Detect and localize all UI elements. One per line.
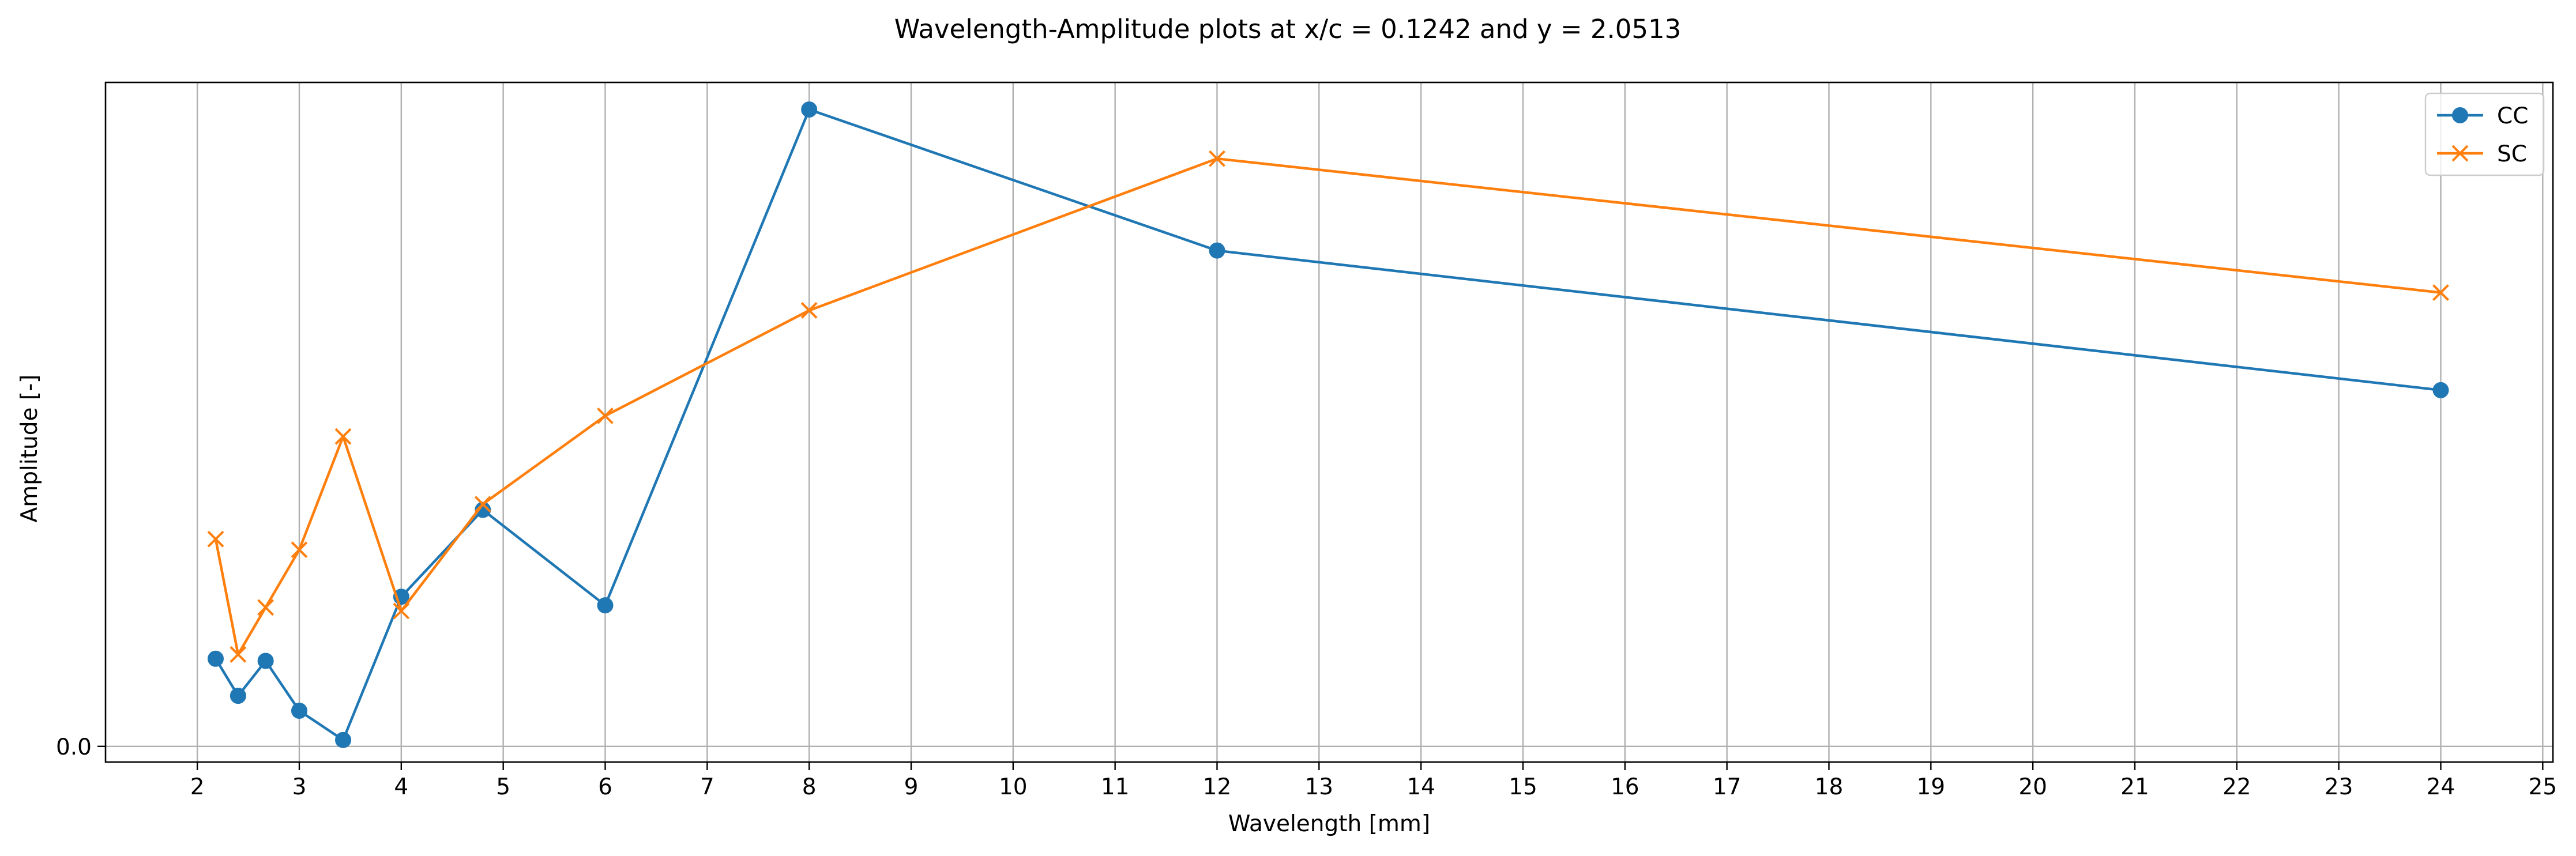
legend: CC SC: [2424, 92, 2545, 176]
chart-title: Wavelength-Amplitude plots at x/c = 0.12…: [894, 14, 1682, 44]
data-point-sc: [230, 646, 247, 663]
x-tick-label: 20: [2018, 774, 2047, 800]
data-point-sc: [474, 496, 491, 513]
x-tick-label: 11: [1101, 774, 1130, 800]
data-point-sc: [393, 602, 410, 620]
legend-marker: [2451, 145, 2469, 162]
x-tick-label: 14: [1407, 774, 1435, 800]
x-tick-label: 2: [190, 774, 205, 800]
x-tick-label: 7: [700, 774, 714, 800]
x-tick-label: 6: [598, 774, 612, 800]
x-tick-label: 17: [1713, 774, 1742, 800]
legend-entry-cc: CC: [2437, 103, 2528, 129]
data-point-sc: [597, 407, 614, 424]
x-tick-label: 5: [496, 774, 510, 800]
data-point-sc: [257, 599, 274, 616]
x-tick-label: 24: [2427, 774, 2455, 800]
series-layer: [207, 101, 2449, 748]
data-point-sc: [334, 428, 352, 445]
data-point-cc: [291, 703, 307, 719]
y-axis-label: Amplitude [-]: [17, 375, 43, 523]
x-axis-label: Wavelength [mm]: [1228, 811, 1430, 837]
x-tick-label: 18: [1815, 774, 1844, 800]
data-point-sc: [2432, 284, 2449, 301]
x-tick-label: 23: [2325, 774, 2353, 800]
grid: [106, 82, 2553, 762]
x-tick-label: 13: [1304, 774, 1333, 800]
data-point-sc: [800, 302, 818, 319]
x-tick-label: 12: [1203, 774, 1232, 800]
data-point-cc: [475, 501, 491, 518]
series-sc: [207, 150, 2449, 663]
x-tick-label: 8: [802, 774, 817, 800]
axes: 2 3 4 5 6 7 8 9 10 11 12 13 14 15 16 17 18 19 20 21 22 23 24 25…: [56, 81, 2557, 800]
data-point-cc: [335, 731, 352, 748]
data-point-cc: [801, 101, 818, 118]
x-tick-label: 19: [1916, 774, 1945, 800]
legend-entry-sc: SC: [2437, 141, 2527, 167]
data-point-cc: [1209, 242, 1225, 259]
data-point-sc: [207, 530, 224, 548]
x-tick-label: 3: [292, 774, 307, 800]
y-tick-label: 0.0: [56, 734, 92, 760]
legend-label: SC: [2497, 141, 2527, 167]
data-point-cc: [207, 650, 224, 667]
x-tick-label: 22: [2222, 774, 2251, 800]
data-point-sc: [1209, 150, 1225, 167]
data-point-sc: [291, 541, 308, 559]
x-tick-label: 15: [1509, 774, 1537, 800]
x-tick-label: 25: [2528, 774, 2557, 800]
x-tick-label: 21: [2120, 774, 2149, 800]
x-tick-label: 4: [394, 774, 408, 800]
x-tick-label: 10: [999, 774, 1028, 800]
legend-label: CC: [2497, 103, 2528, 129]
data-point-cc: [597, 597, 614, 614]
x-tick-label: 16: [1611, 774, 1639, 800]
data-point-cc: [257, 653, 274, 669]
legend-marker: [2452, 107, 2468, 123]
data-point-cc: [2432, 382, 2449, 398]
plot-frame: [104, 81, 2554, 763]
x-tick-label: 9: [904, 774, 919, 800]
data-point-cc: [230, 688, 246, 704]
